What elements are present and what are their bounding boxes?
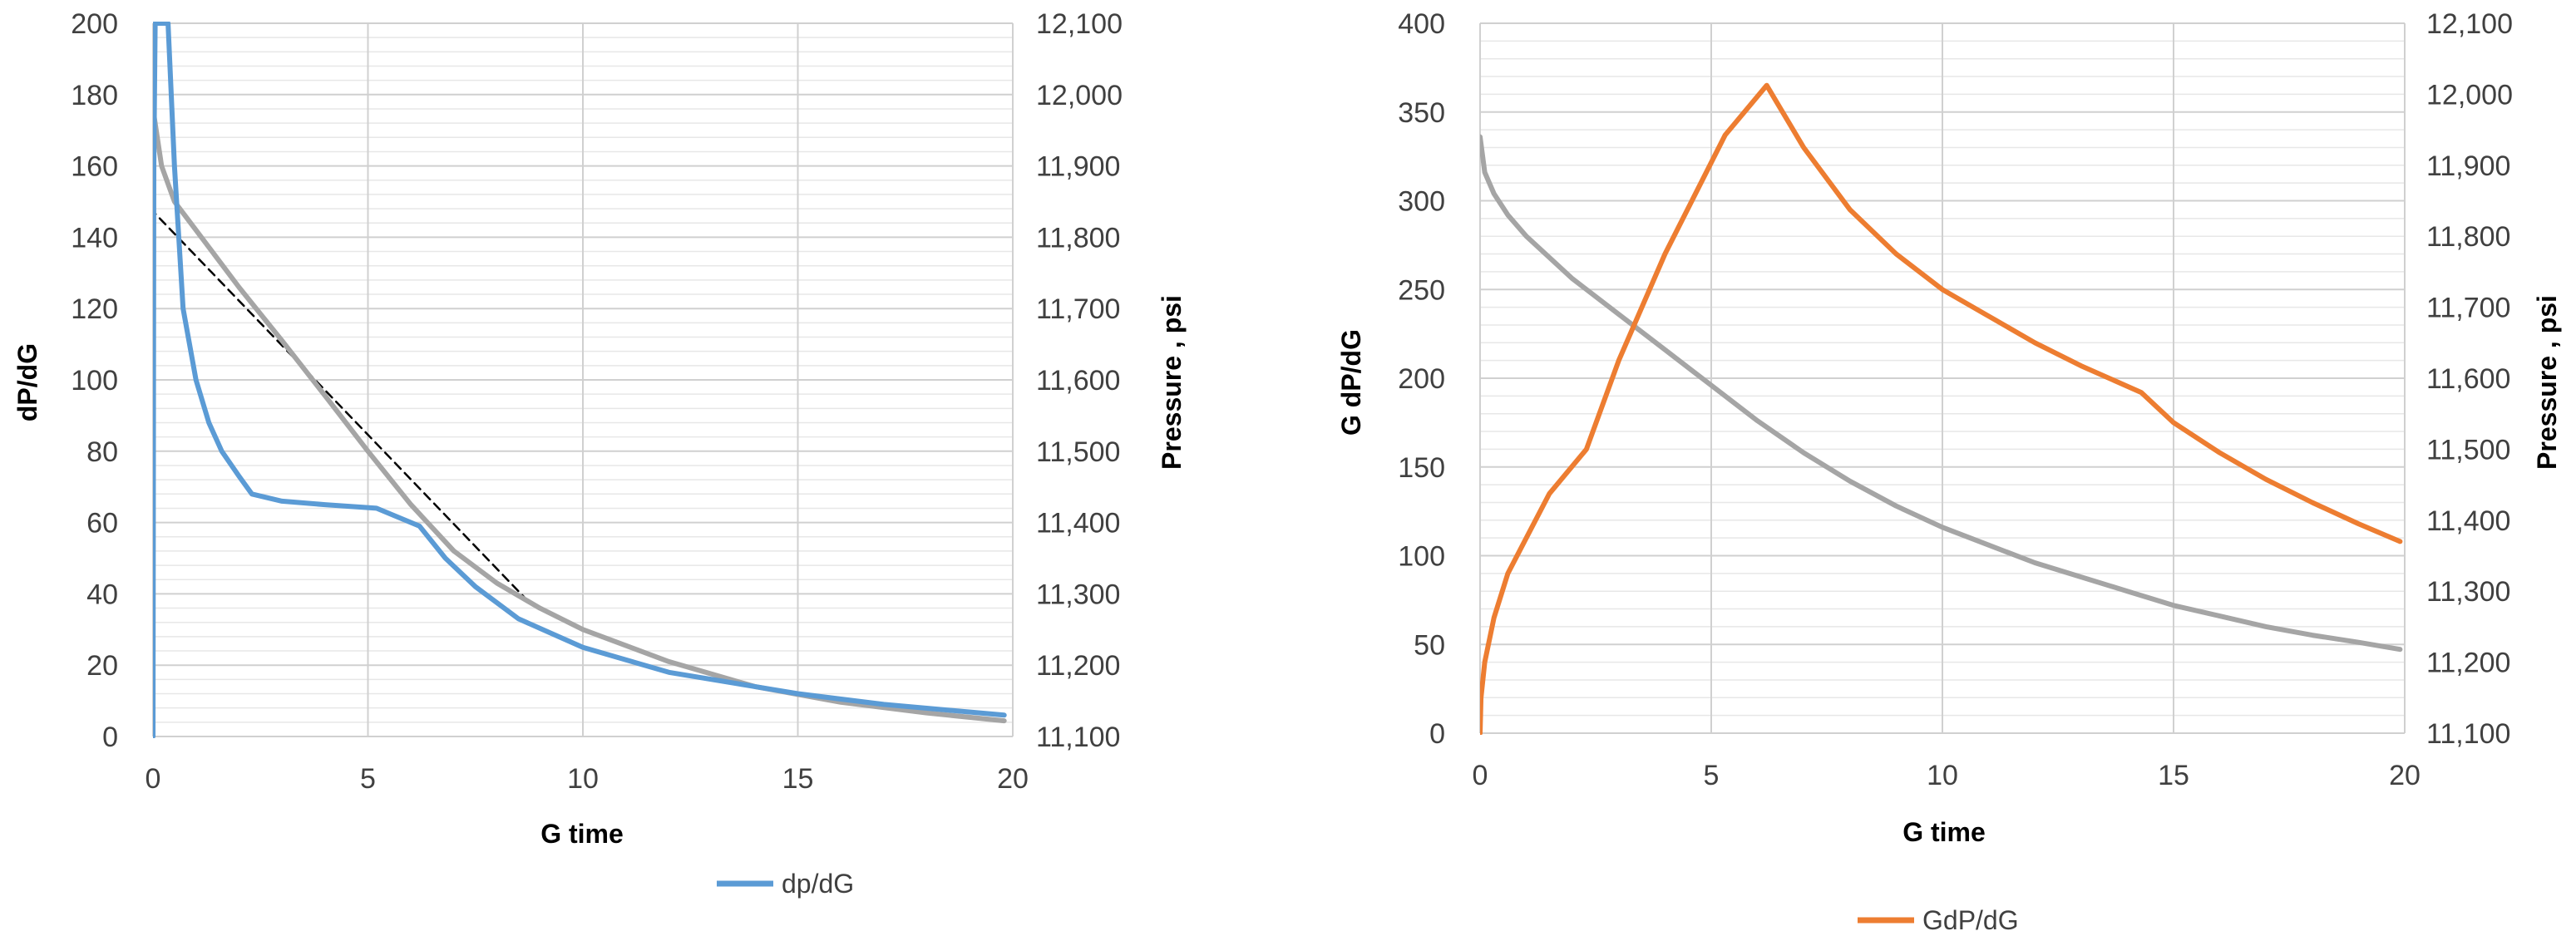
y2-tick-label: 11,900 [2426, 150, 2510, 182]
y-tick-label: 50 [1414, 629, 1445, 661]
right-y2-axis-title: Pressure , psi [2532, 295, 2562, 470]
y-tick-label: 60 [86, 508, 118, 539]
y-tick-label: 80 [86, 436, 118, 468]
right-legend: GdP/dG [1858, 905, 2019, 935]
y2-tick-label: 11,900 [1036, 151, 1120, 183]
right-legend-label: GdP/dG [1922, 905, 2019, 935]
y2-tick-label: 11,300 [2426, 576, 2510, 608]
y2-tick-label: 11,400 [1036, 508, 1120, 539]
x-tick-label: 15 [2158, 760, 2189, 791]
x-tick-label: 0 [1473, 760, 1488, 791]
x-tick-label: 5 [1704, 760, 1720, 791]
x-tick-label: 15 [782, 763, 814, 795]
y-tick-label: 400 [1398, 8, 1445, 40]
y2-tick-label: 11,700 [1036, 293, 1120, 325]
y-tick-label: 300 [1398, 186, 1445, 218]
x-tick-label: 10 [1927, 760, 1958, 791]
y2-tick-label: 11,600 [1036, 365, 1120, 397]
x-tick-label: 20 [997, 763, 1029, 795]
y-tick-label: 180 [71, 80, 118, 111]
left-series-layer [153, 22, 1007, 738]
y-tick-label: 160 [71, 151, 118, 183]
y2-tick-label: 11,400 [2426, 505, 2510, 537]
gdp-dg-series-line [1480, 82, 2403, 735]
y-tick-label: 150 [1398, 452, 1445, 484]
pressure-series-line [153, 106, 1007, 724]
y-tick-label: 140 [71, 222, 118, 254]
y2-tick-label: 11,700 [2426, 293, 2510, 324]
left-y2-tick-labels: 11,100 11,200 11,300 11,400 11,500 11,600 11,7… [1036, 8, 1123, 753]
y2-tick-label: 11,300 [1036, 579, 1120, 610]
y2-tick-label: 12,000 [2426, 79, 2513, 111]
y-tick-label: 200 [1398, 363, 1445, 395]
trend-series-line [153, 209, 533, 606]
y-tick-label: 250 [1398, 274, 1445, 306]
x-tick-label: 20 [2389, 760, 2421, 791]
y2-tick-label: 11,600 [2426, 363, 2510, 395]
right-major-grid [1479, 22, 2406, 734]
y-tick-label: 20 [86, 650, 118, 682]
y-tick-label: 200 [71, 8, 118, 40]
y2-tick-label: 11,800 [2426, 221, 2510, 253]
y-tick-label: 120 [71, 293, 118, 325]
y2-tick-label: 12,100 [2426, 8, 2513, 40]
y-tick-label: 350 [1398, 97, 1445, 129]
dp-dg-series-line [153, 22, 1007, 738]
left-x-axis-title: G time [540, 819, 624, 849]
y2-tick-label: 11,200 [2426, 648, 2510, 679]
y2-tick-label: 11,500 [2426, 434, 2510, 466]
left-legend: dp/dG [717, 869, 854, 899]
right-x-tick-labels: 0 5 10 15 20 [1473, 760, 2421, 791]
left-major-grid [152, 22, 1014, 737]
y2-tick-label: 11,100 [2426, 718, 2510, 750]
y-tick-label: 0 [1429, 718, 1445, 750]
y-tick-label: 0 [102, 722, 118, 753]
y2-tick-label: 11,500 [1036, 436, 1120, 468]
left-legend-label: dp/dG [782, 869, 854, 899]
left-x-tick-labels: 0 5 10 15 20 [146, 763, 1029, 795]
x-tick-label: 5 [360, 763, 376, 795]
left-y-tick-labels: 0 20 40 60 80 100 120 140 160 180 200 [71, 8, 118, 753]
right-x-axis-title: G time [1902, 817, 1986, 847]
left-y2-axis-title: Pressure , psi [1157, 295, 1187, 470]
right-y-axis-title: G dP/dG [1336, 329, 1366, 436]
y-tick-label: 40 [86, 579, 118, 610]
pressure-series-line [1480, 134, 2403, 653]
y-tick-label: 100 [71, 365, 118, 397]
x-tick-label: 0 [146, 763, 161, 795]
y2-tick-label: 11,100 [1036, 722, 1120, 753]
x-tick-label: 10 [567, 763, 599, 795]
right-series-layer [1480, 82, 2403, 735]
right-y2-tick-labels: 11,100 11,200 11,300 11,400 11,500 11,600 11,7… [2426, 8, 2513, 750]
left-y-axis-title: dP/dG [12, 343, 42, 421]
y2-tick-label: 12,100 [1036, 8, 1123, 40]
y2-tick-label: 11,800 [1036, 222, 1120, 254]
y-tick-label: 100 [1398, 541, 1445, 573]
y2-tick-label: 11,200 [1036, 650, 1120, 682]
y2-tick-label: 12,000 [1036, 80, 1123, 111]
right-y-tick-labels: 0 50 100 150 200 250 300 350 400 [1398, 8, 1445, 750]
